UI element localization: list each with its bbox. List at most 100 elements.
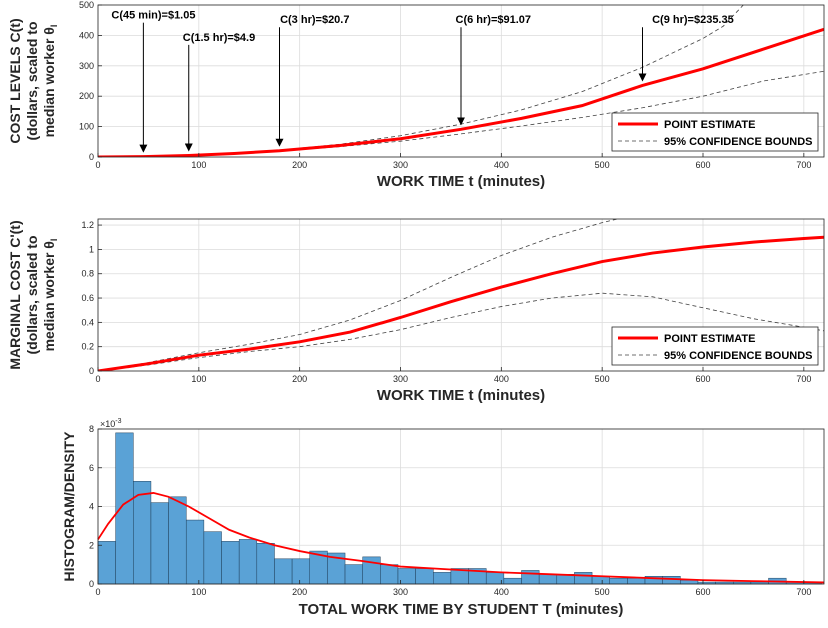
y-tick-label: 0.4 bbox=[81, 317, 94, 327]
x-tick-label: 700 bbox=[796, 160, 811, 170]
histogram-bar bbox=[538, 574, 558, 585]
x-tick-label: 300 bbox=[393, 160, 408, 170]
x-tick-label: 200 bbox=[292, 587, 307, 597]
legend-box bbox=[611, 326, 819, 366]
histogram-bar bbox=[609, 577, 628, 585]
y-axis-label: median worker θI bbox=[41, 239, 59, 352]
x-tick-label: 700 bbox=[796, 374, 811, 384]
x-tick-label: 100 bbox=[191, 374, 206, 384]
histogram-bar bbox=[415, 568, 434, 585]
histogram-bar bbox=[574, 572, 593, 585]
annotation-label: C(1.5 hr)=$4.9 bbox=[183, 32, 255, 44]
histogram-bar bbox=[627, 577, 646, 585]
histogram-bar bbox=[168, 496, 187, 585]
x-tick-label: 600 bbox=[695, 374, 710, 384]
x-tick-label: 0 bbox=[95, 587, 100, 597]
y-tick-label: 2 bbox=[89, 540, 94, 550]
x-axis-label: TOTAL WORK TIME BY STUDENT T (minutes) bbox=[299, 601, 624, 618]
histogram-bar bbox=[238, 539, 258, 585]
x-tick-label: 600 bbox=[695, 587, 710, 597]
x-tick-label: 500 bbox=[595, 587, 610, 597]
y-tick-label: 8 bbox=[89, 424, 94, 434]
x-tick-label: 400 bbox=[494, 587, 509, 597]
x-tick-label: 200 bbox=[292, 160, 307, 170]
histogram-bar bbox=[221, 541, 240, 585]
y-multiplier-exponent: -3 bbox=[115, 418, 121, 425]
histogram-bar bbox=[433, 572, 452, 585]
y-axis-label-subscript: I bbox=[49, 25, 59, 28]
y-tick-label: 0.8 bbox=[81, 269, 94, 279]
legend-label-point: POINT ESTIMATE bbox=[664, 119, 755, 131]
y-tick-label: 200 bbox=[79, 91, 94, 101]
x-tick-label: 300 bbox=[393, 374, 408, 384]
y-axis-label-subscript: I bbox=[49, 239, 59, 242]
point-estimate-line bbox=[98, 27, 824, 157]
histogram-density-chart: 0 100 200 300 400 500 600 700 0 2 4 6 8 ×10-3 TOTAL WO… bbox=[61, 418, 825, 618]
confidence-bound-line bbox=[98, 219, 618, 371]
histogram-bar bbox=[274, 558, 293, 585]
x-tick-label: 700 bbox=[796, 587, 811, 597]
y-tick-label: 1.2 bbox=[81, 220, 94, 230]
point-estimate-line bbox=[98, 235, 824, 371]
histogram-bar bbox=[150, 502, 169, 585]
x-tick-label: 100 bbox=[191, 160, 206, 170]
x-axis-label: WORK TIME t (minutes) bbox=[377, 173, 545, 190]
legend-box bbox=[611, 112, 819, 152]
y-axis-label: median worker θI bbox=[41, 25, 59, 138]
x-tick-label: 0 bbox=[95, 374, 100, 384]
histogram-bar bbox=[97, 541, 116, 585]
y-tick-label: 500 bbox=[79, 0, 94, 10]
y-tick-label: 400 bbox=[79, 30, 94, 40]
legend-label-bounds: 95% CONFIDENCE BOUNDS bbox=[664, 136, 813, 148]
legend-label-bounds: 95% CONFIDENCE BOUNDS bbox=[664, 350, 813, 362]
x-tick-label: 500 bbox=[595, 160, 610, 170]
y-axis-label: MARGINAL COST C'(t) bbox=[7, 220, 23, 369]
marginal-cost-chart: 0 100 200 300 400 500 600 700 0 0.2 0.4 0.6 0.8 1 1.2 P… bbox=[7, 218, 825, 404]
density-curve bbox=[97, 492, 825, 584]
y-axis-label: (dollars, scaled to bbox=[24, 21, 40, 140]
y-multiplier-label: ×10-3 bbox=[100, 418, 122, 429]
annotation-label: C(9 hr)=$235.35 bbox=[652, 14, 734, 26]
histogram-bar bbox=[503, 577, 522, 585]
y-tick-label: 0 bbox=[89, 579, 94, 589]
y-tick-label: 100 bbox=[79, 122, 94, 132]
y-axis-label: (dollars, scaled to bbox=[24, 235, 40, 354]
y-tick-label: 0.6 bbox=[81, 293, 94, 303]
y-tick-label: 6 bbox=[89, 463, 94, 473]
annotation-label: C(6 hr)=$91.07 bbox=[456, 14, 532, 26]
histogram-bar bbox=[380, 564, 399, 585]
y-tick-label: 4 bbox=[89, 502, 94, 512]
legend-label-point: POINT ESTIMATE bbox=[664, 333, 755, 345]
histogram-bar bbox=[185, 519, 205, 585]
y-axis-label: HISTOGRAM/DENSITY bbox=[61, 431, 77, 582]
x-axis-label: WORK TIME t (minutes) bbox=[377, 387, 545, 404]
y-tick-label: 0 bbox=[89, 366, 94, 376]
y-tick-label: 1 bbox=[89, 244, 94, 254]
histogram-bar bbox=[291, 558, 310, 585]
x-tick-label: 300 bbox=[393, 587, 408, 597]
axes-box bbox=[97, 4, 825, 158]
x-tick-label: 100 bbox=[191, 587, 206, 597]
histogram-bar bbox=[203, 531, 222, 585]
x-tick-label: 500 bbox=[595, 374, 610, 384]
confidence-bound-line bbox=[98, 292, 824, 371]
histogram-bar bbox=[256, 543, 275, 585]
histogram-bar bbox=[344, 564, 363, 585]
y-tick-label: 0 bbox=[89, 152, 94, 162]
x-tick-label: 400 bbox=[494, 160, 509, 170]
histogram-bar bbox=[591, 576, 610, 585]
y-tick-label: 0.2 bbox=[81, 342, 94, 352]
annotation-label: C(45 min)=$1.05 bbox=[111, 10, 195, 22]
histogram-bar bbox=[115, 432, 134, 585]
annotation-label: C(3 hr)=$20.7 bbox=[280, 14, 349, 26]
x-tick-label: 600 bbox=[695, 160, 710, 170]
axes-box bbox=[97, 218, 825, 372]
x-tick-label: 0 bbox=[95, 160, 100, 170]
cost-levels-chart: 0 100 200 300 400 500 600 700 0 100 200 300 400 500 C(… bbox=[7, 0, 825, 190]
x-tick-label: 400 bbox=[494, 374, 509, 384]
histogram-bar bbox=[662, 576, 681, 585]
y-tick-label: 300 bbox=[79, 61, 94, 71]
y-axis-label: COST LEVELS C(t) bbox=[7, 18, 23, 143]
x-tick-label: 200 bbox=[292, 374, 307, 384]
